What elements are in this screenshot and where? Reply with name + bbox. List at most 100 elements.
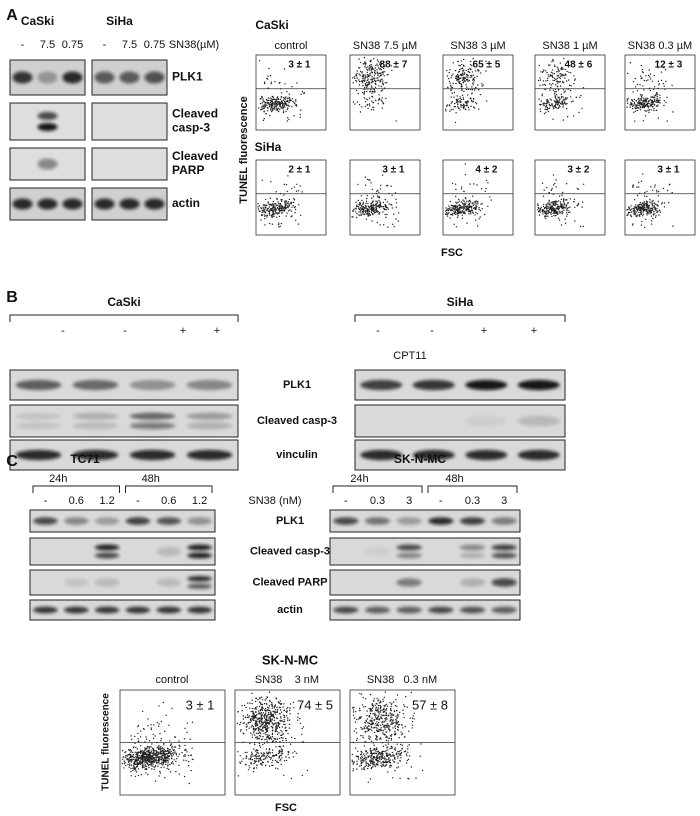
event-dot bbox=[273, 102, 276, 104]
event-dot bbox=[385, 712, 388, 715]
event-dot bbox=[285, 737, 287, 740]
event-dot bbox=[379, 753, 382, 756]
event-dot bbox=[394, 705, 397, 707]
event-dot bbox=[393, 226, 395, 228]
event-dot bbox=[153, 759, 155, 761]
event-dot bbox=[368, 707, 370, 710]
event-dot bbox=[444, 213, 447, 215]
event-dot bbox=[142, 710, 144, 713]
event-dot bbox=[570, 96, 572, 98]
event-dot bbox=[365, 698, 367, 700]
event-dot bbox=[284, 102, 287, 105]
event-dot bbox=[266, 757, 268, 759]
event-dot bbox=[379, 700, 382, 703]
event-dot bbox=[154, 753, 156, 755]
blot-band bbox=[364, 546, 391, 557]
event-dot bbox=[376, 195, 379, 197]
event-dot bbox=[626, 98, 629, 101]
event-dot bbox=[266, 709, 269, 711]
event-dot bbox=[357, 183, 359, 186]
event-dot bbox=[373, 749, 375, 751]
event-dot bbox=[184, 727, 186, 730]
blot-band bbox=[12, 71, 33, 84]
event-dot bbox=[556, 82, 559, 84]
event-dot bbox=[245, 726, 248, 728]
event-dot bbox=[275, 98, 277, 101]
event-dot bbox=[559, 80, 561, 83]
event-dot bbox=[270, 207, 272, 210]
event-dot bbox=[550, 189, 553, 192]
event-dot bbox=[560, 85, 562, 87]
event-dot bbox=[275, 767, 277, 769]
event-dot bbox=[160, 738, 163, 740]
event-dot bbox=[552, 72, 554, 74]
event-dot bbox=[393, 213, 395, 215]
event-dot bbox=[381, 742, 384, 744]
event-dot bbox=[672, 111, 674, 113]
event-dot bbox=[390, 745, 392, 747]
event-dot bbox=[259, 98, 261, 100]
event-dot bbox=[364, 101, 367, 103]
event-dot bbox=[397, 762, 399, 764]
event-dot bbox=[249, 767, 251, 769]
event-dot bbox=[577, 202, 580, 205]
event-dot bbox=[471, 79, 474, 81]
event-dot bbox=[266, 751, 268, 753]
event-dot bbox=[452, 73, 454, 75]
event-dot bbox=[634, 214, 636, 216]
event-dot bbox=[379, 757, 381, 760]
event-dot bbox=[251, 707, 254, 710]
condition-label: SN38 3 nM bbox=[255, 674, 319, 686]
event-dot bbox=[157, 757, 160, 759]
event-dot bbox=[377, 205, 379, 207]
event-dot bbox=[161, 761, 163, 764]
event-dot bbox=[161, 750, 163, 752]
event-dot bbox=[356, 101, 359, 103]
event-dot bbox=[271, 722, 273, 724]
event-dot bbox=[369, 736, 371, 738]
event-dot bbox=[250, 726, 252, 728]
event-dot bbox=[464, 104, 466, 107]
blot-strip bbox=[9, 102, 86, 141]
blot-band bbox=[125, 606, 151, 614]
event-dot bbox=[275, 103, 278, 105]
event-dot bbox=[253, 712, 255, 714]
event-dot bbox=[172, 752, 174, 754]
event-dot bbox=[255, 725, 257, 727]
event-dot bbox=[135, 761, 137, 763]
event-dot bbox=[657, 205, 659, 207]
event-dot bbox=[384, 750, 386, 753]
event-dot bbox=[653, 202, 656, 204]
event-dot bbox=[396, 723, 398, 725]
event-dot bbox=[263, 81, 266, 83]
event-dot bbox=[262, 104, 264, 107]
event-dot bbox=[391, 69, 393, 72]
event-dot bbox=[671, 191, 673, 194]
event-dot bbox=[378, 718, 381, 720]
event-dot bbox=[464, 213, 466, 215]
event-dot bbox=[376, 71, 378, 73]
event-dot bbox=[555, 203, 557, 205]
event-dot bbox=[358, 67, 360, 69]
event-dot bbox=[369, 719, 372, 721]
event-dot bbox=[263, 101, 266, 103]
event-dot bbox=[140, 754, 143, 757]
event-dot bbox=[555, 106, 557, 108]
event-dot bbox=[550, 84, 552, 86]
dose-label: 0.3 bbox=[370, 495, 385, 507]
event-dot bbox=[236, 722, 239, 725]
blot-band bbox=[63, 606, 89, 614]
event-dot bbox=[402, 727, 404, 729]
event-dot bbox=[239, 723, 241, 726]
event-dot bbox=[371, 762, 374, 764]
event-dot bbox=[415, 777, 417, 779]
event-dot bbox=[365, 761, 367, 763]
event-dot bbox=[171, 758, 173, 760]
event-dot bbox=[124, 761, 126, 764]
event-dot bbox=[568, 211, 570, 214]
event-dot bbox=[469, 183, 471, 185]
event-dot bbox=[461, 214, 463, 216]
event-dot bbox=[397, 715, 399, 717]
event-dot bbox=[160, 748, 162, 750]
blot-background bbox=[329, 509, 521, 533]
